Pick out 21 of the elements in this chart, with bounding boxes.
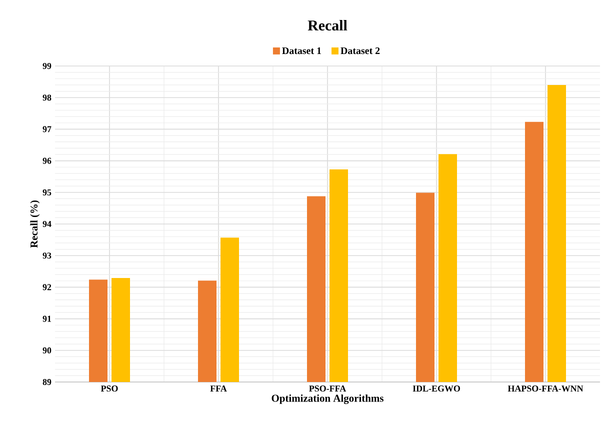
y-tick-label: 98 <box>42 94 52 101</box>
y-tick-label: 95 <box>42 189 52 196</box>
y-tick-label: 93 <box>42 252 52 259</box>
legend-label: Dataset 2 <box>340 47 380 54</box>
x-tick-label: PSO-FFA <box>309 386 346 392</box>
y-axis-title: Recall (%) <box>30 200 40 248</box>
legend-label: Dataset 1 <box>282 47 321 54</box>
chart-title: Recall <box>308 20 348 30</box>
y-tick-label: 92 <box>42 284 52 290</box>
x-tick-label: IDL-EGWO <box>412 386 460 392</box>
y-tick-label: 94 <box>42 220 52 228</box>
x-axis-title: Optimization Algorithms <box>272 394 384 404</box>
y-tick-label: 99 <box>42 62 52 70</box>
x-tick-label: FFA <box>210 386 227 392</box>
x-tick-label: PSO <box>100 386 118 392</box>
y-tick-label: 90 <box>42 347 52 354</box>
y-tick-label: 91 <box>42 316 52 322</box>
y-tick-label: 89 <box>42 378 52 386</box>
y-tick-label: 97 <box>42 126 52 132</box>
y-tick-label: 96 <box>42 158 52 164</box>
x-tick-label: HAPSO-FFA-WNN <box>508 386 584 392</box>
